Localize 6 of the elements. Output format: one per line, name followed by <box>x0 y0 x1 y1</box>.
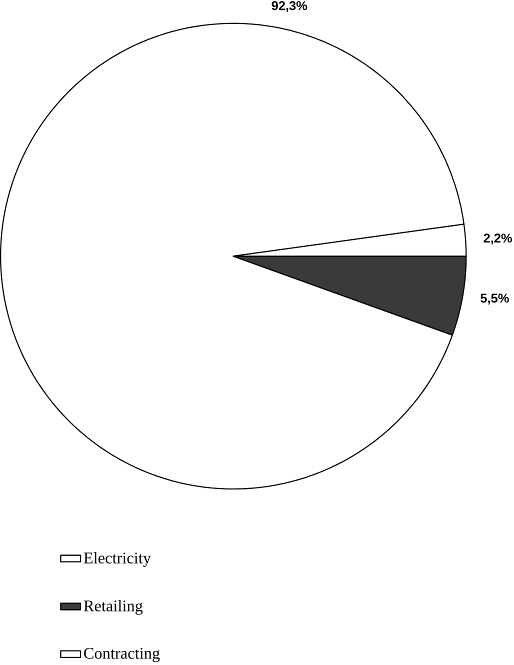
data-label: 2,2% <box>484 234 512 244</box>
data-label: 92,3% <box>272 1 308 12</box>
legend-label: Retailing <box>84 600 143 615</box>
data-label: 5,5% <box>480 294 510 305</box>
legend-label: Contracting <box>84 648 160 662</box>
legend-label: Electricity <box>84 552 152 567</box>
